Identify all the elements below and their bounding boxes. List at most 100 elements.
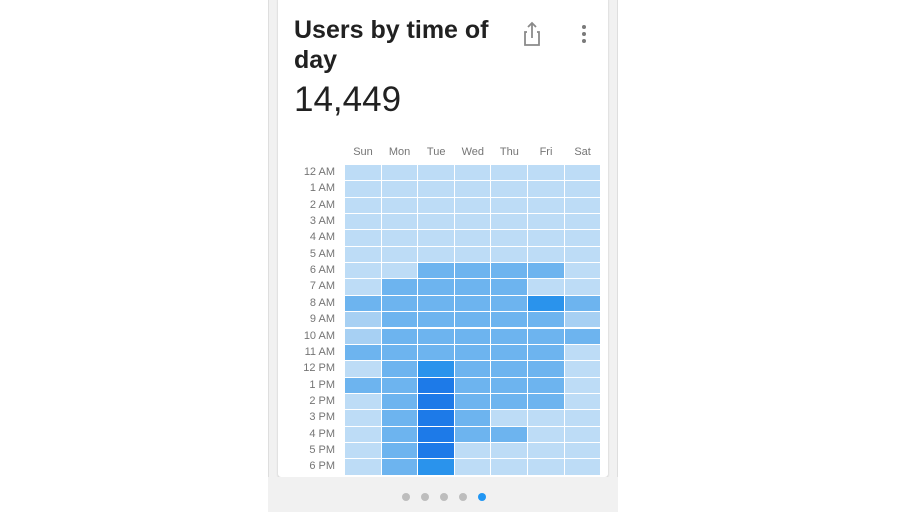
heatmap-cell [491, 230, 527, 246]
heatmap-cell [564, 328, 601, 344]
heatmap-cell [564, 246, 601, 263]
heatmap-cell [454, 393, 491, 410]
heatmap-cell [564, 295, 601, 312]
heatmap-cell [528, 393, 564, 410]
heatmap-cell [418, 393, 454, 410]
heatmap-cell [418, 361, 454, 377]
heatmap-cell [418, 197, 454, 214]
heatmap-cell [454, 295, 491, 312]
heatmap-cell [491, 377, 527, 393]
heatmap-cell [454, 328, 491, 344]
heatmap-cell [345, 230, 381, 246]
heatmap-cell [454, 230, 491, 246]
heatmap-cell [345, 246, 381, 263]
heatmap-cell [564, 377, 601, 393]
heatmap-cell [564, 361, 601, 377]
heatmap-cell [528, 459, 564, 475]
heatmap-cell [418, 165, 454, 181]
hour-label: 9 AM [309, 313, 335, 326]
heatmap-cell [454, 181, 491, 197]
more-options-button[interactable] [578, 22, 590, 46]
heatmap-cell [381, 279, 418, 295]
hour-label: 8 AM [309, 296, 335, 309]
screen-right-edge [617, 0, 618, 512]
heatmap-cell [381, 442, 418, 459]
heatmap-cell [491, 410, 527, 426]
hour-label: 7 AM [309, 280, 335, 293]
heatmap-cell [564, 312, 601, 328]
screen-left-edge [268, 0, 269, 512]
hour-label: 5 AM [309, 247, 335, 260]
heatmap-cell [564, 165, 601, 181]
heatmap-cell [454, 246, 491, 263]
heatmap-cell [491, 279, 527, 295]
heatmap-cell [381, 344, 418, 361]
heatmap-cell [454, 263, 491, 279]
heatmap-cell [564, 393, 601, 410]
share-button[interactable] [518, 20, 546, 48]
heatmap-cell [528, 165, 564, 181]
heatmap-cell [345, 426, 381, 442]
heatmap-cell [381, 230, 418, 246]
heatmap-cell [418, 230, 454, 246]
heatmap-cell [418, 246, 454, 263]
heatmap-cell [564, 230, 601, 246]
heatmap-cell [564, 442, 601, 459]
hour-label: 4 PM [309, 427, 335, 440]
heatmap-cell [418, 295, 454, 312]
hour-label: 2 AM [309, 198, 335, 211]
heatmap-cell [345, 263, 381, 279]
day-label-mon: Mon [388, 146, 411, 158]
heatmap-cell [345, 328, 381, 344]
heatmap-cell [528, 361, 564, 377]
heatmap-cell [491, 344, 527, 361]
hour-label: 12 AM [303, 166, 335, 178]
heatmap-cell [528, 279, 564, 295]
heatmap-cell [528, 442, 564, 459]
heatmap-cell [454, 279, 491, 295]
heatmap-cell [345, 442, 381, 459]
heatmap-cell [418, 377, 454, 393]
heatmap-cell [528, 181, 564, 197]
hour-label: 2 PM [309, 394, 335, 407]
heatmap-cell [381, 181, 418, 197]
heatmap-cell [381, 197, 418, 214]
page-dot[interactable] [402, 493, 410, 501]
heatmap-cell [564, 279, 601, 295]
day-label-fri: Fri [539, 146, 553, 158]
heatmap-cell [454, 410, 491, 426]
heatmap-cell [491, 328, 527, 344]
page-dot[interactable] [459, 493, 467, 501]
heatmap-cell [491, 181, 527, 197]
more-vert-icon [582, 25, 586, 43]
day-label-tue: Tue [426, 146, 446, 158]
day-label-wed: Wed [461, 146, 484, 158]
heatmap-cell [528, 246, 564, 263]
hour-label: 1 AM [309, 182, 335, 195]
heatmap-cell [418, 312, 454, 328]
heatmap-cell [418, 426, 454, 442]
day-label-sun: Sun [353, 146, 373, 158]
page-dot[interactable] [440, 493, 448, 501]
hour-label: 12 PM [303, 362, 335, 375]
hour-label: 1 PM [309, 378, 335, 391]
heatmap-cell [491, 246, 527, 263]
heatmap-cell [381, 214, 418, 230]
card-title: Users by time of day [294, 16, 489, 74]
heatmap-cell [454, 214, 491, 230]
hour-label: 4 AM [309, 231, 335, 244]
heatmap-cell [454, 426, 491, 442]
share-icon [524, 21, 540, 46]
heatmap-cell [381, 165, 418, 181]
heatmap-cell [528, 426, 564, 442]
heatmap-cell [491, 263, 527, 279]
heatmap-cell [345, 361, 381, 377]
page-dot[interactable] [478, 493, 486, 501]
heatmap-cell [345, 459, 381, 475]
heatmap-cell [528, 230, 564, 246]
hour-label: 6 AM [309, 264, 335, 277]
heatmap-cell [345, 279, 381, 295]
page-dot[interactable] [421, 493, 429, 501]
heatmap-cell [491, 442, 527, 459]
heatmap-cell [345, 295, 381, 312]
